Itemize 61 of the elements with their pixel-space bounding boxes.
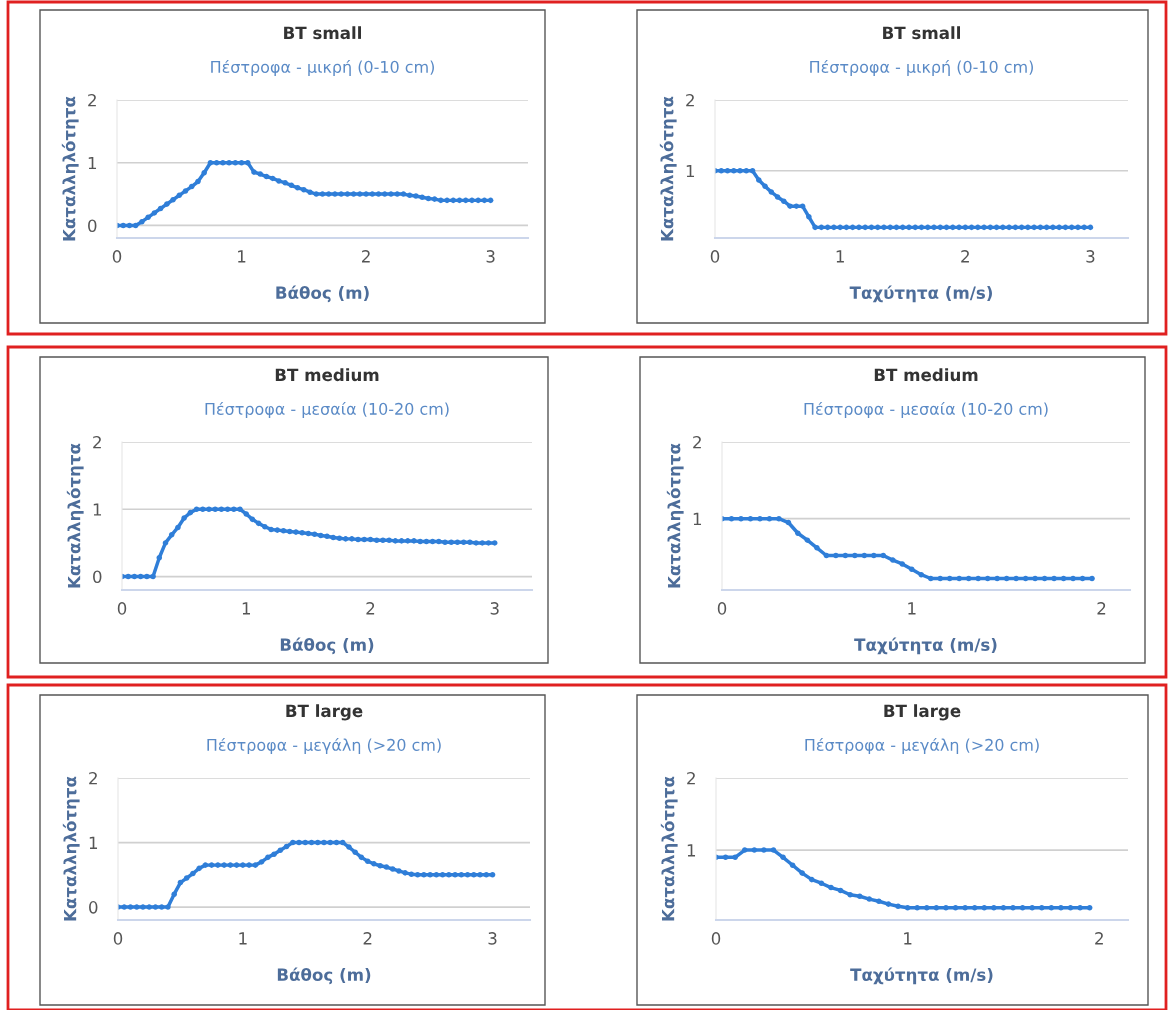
y-tick-label: 2 — [687, 771, 695, 785]
chart-subtitle: Πέστροφα - μικρή (0-10 cm) — [211, 59, 434, 76]
y-tick-label: 1 — [693, 512, 702, 526]
y-axis-title: Καταλληλότητα — [659, 96, 677, 241]
x-tick-label: 3 — [486, 250, 495, 263]
y-tick-label: 0 — [93, 570, 102, 584]
x-tick-label: 0 — [710, 250, 720, 263]
x-tick-label: 0 — [112, 250, 122, 263]
x-axis-title: Βάθος (m) — [277, 967, 371, 985]
x-tick-label: 2 — [362, 250, 370, 263]
x-tick-label: 1 — [904, 932, 912, 945]
x-axis-title: Βάθος (m) — [280, 637, 374, 655]
x-tick-label: 0 — [117, 602, 127, 615]
y-tick-label: 1 — [687, 844, 696, 857]
y-tick-label: 0 — [88, 219, 97, 233]
y-tick-label: 2 — [93, 435, 101, 449]
chart-title: BT large — [884, 704, 961, 721]
x-tick-label: 2 — [363, 932, 372, 945]
y-tick-label: 1 — [88, 156, 97, 170]
x-tick-label: 1 — [242, 602, 251, 615]
x-axis-title: Ταχύτητα (m/s) — [850, 967, 993, 985]
chart-title: BT large — [286, 704, 363, 721]
x-axis-title: Ταχύτητα (m/s) — [849, 285, 992, 303]
x-tick-label: 2 — [961, 250, 969, 263]
chart-subtitle: Πέστροφα - μεσαία (10-20 cm) — [205, 401, 449, 418]
x-tick-label: 2 — [1097, 602, 1106, 615]
x-tick-label: 1 — [238, 250, 246, 263]
y-tick-label: 1 — [89, 836, 98, 849]
chart-subtitle: Πέστροφα - μικρή (0-10 cm) — [810, 59, 1033, 76]
y-tick-label: 2 — [686, 93, 694, 107]
y-tick-label: 1 — [686, 164, 695, 178]
x-axis-title: Ταχύτητα (m/s) — [854, 637, 997, 655]
x-tick-label: 1 — [836, 250, 844, 263]
y-axis-title: Καταλληλότητα — [66, 443, 84, 588]
chart-subtitle: Πέστροφα - μεγάλη (>20 cm) — [207, 737, 441, 754]
x-tick-label: 0 — [711, 932, 721, 945]
x-tick-label: 0 — [717, 602, 727, 615]
x-tick-label: 3 — [488, 932, 497, 945]
x-axis-title: Βάθος (m) — [276, 285, 369, 303]
chart-title: BT small — [284, 26, 362, 40]
chart-subtitle: Πέστροφα - μεγάλη (>20 cm) — [805, 737, 1039, 754]
y-tick-label: 2 — [693, 435, 701, 449]
chart-title: BT small — [883, 26, 961, 40]
x-tick-label: 1 — [239, 932, 247, 945]
x-tick-label: 0 — [113, 932, 123, 945]
y-tick-label: 1 — [93, 503, 102, 516]
x-tick-label: 3 — [1086, 250, 1095, 263]
y-tick-label: 2 — [89, 771, 97, 785]
x-tick-label: 2 — [1095, 932, 1103, 945]
y-axis-title: Καταλληλότητα — [666, 443, 684, 588]
x-tick-label: 2 — [366, 602, 375, 615]
chart-subtitle: Πέστροφα - μεσαία (10-20 cm) — [804, 401, 1048, 418]
x-tick-label: 3 — [490, 602, 499, 615]
y-axis-title: Καταλληλότητα — [660, 776, 678, 921]
x-tick-label: 1 — [908, 602, 916, 615]
chart-title: BT medium — [874, 368, 978, 382]
y-tick-label: 2 — [88, 93, 96, 107]
chart-title: BT medium — [275, 368, 379, 382]
y-axis-title: Καταλληλότητα — [62, 776, 80, 921]
y-axis-title: Καταλληλότητα — [61, 96, 79, 241]
y-tick-label: 0 — [89, 901, 98, 914]
